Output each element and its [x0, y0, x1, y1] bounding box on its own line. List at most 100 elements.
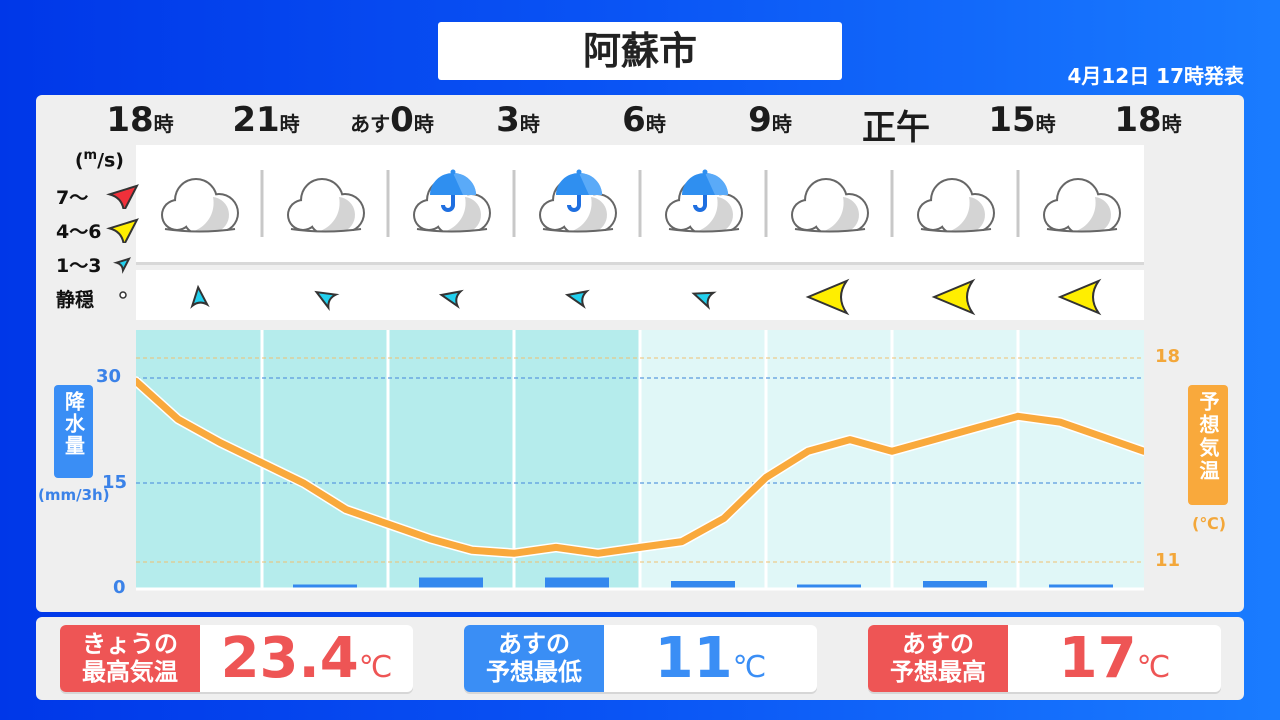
summary-label: あすの 予想最高: [868, 625, 1008, 692]
time-value: 21: [232, 100, 280, 140]
wind-arrow-icon: [564, 289, 590, 309]
cloudy-icon: [791, 178, 869, 235]
time-value: 18: [1114, 100, 1162, 140]
wind-arrow-icon: [314, 290, 340, 311]
wind-arrow-icon: [190, 284, 210, 309]
time-suffix: 時: [645, 112, 666, 136]
summary-label-line1: きょうの: [82, 630, 178, 658]
summary-number: 11: [654, 626, 733, 691]
precip-unit: (mm/3h): [38, 486, 110, 504]
summary-label-line1: あすの: [498, 630, 570, 658]
weather-row: [136, 145, 1144, 262]
cloudy-icon: [161, 178, 239, 235]
umbrella-icon: [556, 169, 602, 212]
wind-legend-item: 静穏: [56, 285, 142, 312]
wind-legend-label: 4〜6: [56, 221, 102, 243]
umbrella-icon: [430, 169, 476, 212]
temp-label-text: 予想気温: [1196, 391, 1220, 483]
time-label: 9時: [700, 100, 840, 140]
location-title: 阿蘇市: [438, 22, 842, 80]
cloudy-icon: [1043, 178, 1121, 235]
wind-legend-arrow-icon: [106, 218, 139, 243]
summary-label-line2: 予想最低: [486, 658, 582, 686]
wind-legend-item: 7〜: [56, 183, 142, 210]
summary-label-line2: 最高気温: [82, 658, 178, 686]
chart-column-bg: [892, 330, 1018, 588]
cloudy-icon: [287, 178, 365, 235]
summary-label: あすの 予想最低: [464, 625, 604, 692]
wind-arrow-icon: [691, 291, 717, 310]
time-value: 18: [106, 100, 154, 140]
summary-number: 17: [1058, 626, 1137, 691]
precip-tick-15: 15: [102, 472, 128, 493]
time-value: 正午: [862, 108, 930, 148]
issued-time: 4月12日 17時発表: [1067, 64, 1244, 88]
wind-row: [136, 270, 1144, 320]
time-suffix: 時: [1161, 112, 1182, 136]
chart-column-bg: [766, 330, 892, 588]
time-label: 15時: [952, 100, 1092, 140]
wind-legend-arrow-icon: [106, 184, 139, 209]
time-value: 3: [496, 100, 520, 140]
summary-unit: ℃: [1136, 650, 1171, 685]
time-suffix: 時: [153, 112, 174, 136]
cloudy-icon: [917, 178, 995, 235]
wind-unit: (m/s): [74, 148, 124, 172]
summary-label-line2: 予想最高: [890, 658, 986, 686]
cloudy-rain-umbrella-icon: [665, 169, 743, 235]
time-label: あす0時: [322, 100, 462, 140]
precip-label-text: 降水量: [61, 391, 86, 457]
wind-arrow-icon: [931, 278, 976, 316]
time-label: 21時: [196, 100, 336, 140]
time-suffix: 時: [413, 112, 434, 136]
wind-legend-item: 4〜6: [56, 217, 142, 244]
summary-unit: ℃: [732, 650, 767, 685]
time-value: 9: [748, 100, 772, 140]
summary-label: きょうの 最高気温: [60, 625, 200, 692]
time-suffix: 時: [1035, 112, 1056, 136]
precip-tick-30: 30: [96, 366, 122, 387]
precip-bar: [923, 581, 987, 588]
temp-unit: (℃): [1192, 514, 1226, 533]
summary-value: 17℃: [1008, 625, 1221, 692]
cloudy-rain-umbrella-icon: [539, 169, 617, 235]
wind-legend-label: 静穏: [56, 289, 95, 311]
wind-arrow-icon: [438, 289, 464, 309]
time-value: 0: [390, 100, 414, 140]
summary-card: あすの 予想最低 11℃: [464, 625, 817, 692]
temp-tick-18: 18: [1155, 346, 1181, 367]
wind-legend-item: 1〜3: [56, 251, 142, 278]
umbrella-icon: [682, 169, 728, 212]
precip-bar: [545, 577, 609, 588]
calm-icon: [119, 291, 127, 299]
summary-value: 23.4℃: [200, 625, 413, 692]
precip-label: 降水量: [54, 385, 93, 478]
chart-column-bg: [1018, 330, 1144, 588]
precip-bar: [1049, 584, 1113, 588]
time-suffix: 時: [771, 112, 792, 136]
summary-card: あすの 予想最高 17℃: [868, 625, 1221, 692]
summary-number: 23.4: [220, 626, 359, 691]
wind-legend-label: 7〜: [56, 187, 89, 209]
wind-legend-arrow-icon: [112, 257, 131, 274]
cloudy-rain-umbrella-icon: [413, 169, 491, 235]
time-suffix: 時: [519, 112, 540, 136]
time-label: 正午: [826, 100, 966, 149]
summary-unit: ℃: [358, 650, 393, 685]
time-value: 15: [988, 100, 1036, 140]
time-prefix: あす: [350, 112, 391, 136]
time-suffix: 時: [279, 112, 300, 136]
time-label: 6時: [574, 100, 714, 140]
chart-column-bg: [514, 330, 640, 588]
precip-bar: [293, 584, 357, 588]
temp-label: 予想気温: [1188, 385, 1228, 505]
wind-legend-label: 1〜3: [56, 255, 102, 277]
time-value: 6: [622, 100, 646, 140]
forecast-chart: [136, 330, 1144, 591]
wind-arrow-icon: [1057, 278, 1102, 316]
precip-tick-0: 0: [113, 577, 126, 598]
precip-bar: [671, 581, 735, 588]
summary-card: きょうの 最高気温 23.4℃: [60, 625, 413, 692]
summary-value: 11℃: [604, 625, 817, 692]
chart-column-bg: [262, 330, 388, 588]
